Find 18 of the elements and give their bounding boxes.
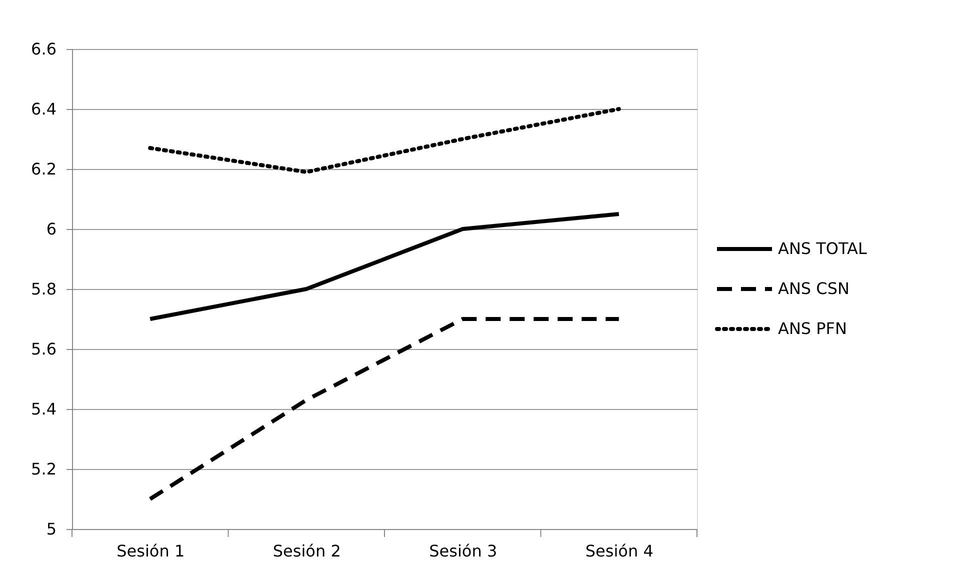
y-tick-label: 5.8	[31, 280, 56, 298]
line-series	[148, 107, 621, 174]
y-tick-label: 5.6	[31, 340, 56, 358]
x-tick-label: Sesión 3	[429, 542, 498, 560]
x-tick-label: Sesión 2	[272, 542, 341, 560]
line-series	[148, 212, 621, 321]
x-tick-label: Sesión 1	[116, 542, 185, 560]
y-tick-label: 6.6	[31, 40, 56, 58]
x-tick-label: Sesión 4	[585, 542, 654, 560]
y-tick-label: 6.4	[31, 100, 56, 118]
y-tick-label: 5.4	[31, 400, 56, 418]
y-tick-label: 6.2	[31, 160, 56, 178]
legend-label: ANS PFN	[778, 319, 847, 338]
legend-label: ANS TOTAL	[778, 239, 867, 258]
y-tick-label: 6	[46, 220, 56, 238]
y-tick-label: 5.2	[31, 460, 56, 478]
y-tick-label: 5	[46, 520, 56, 538]
legend-label: ANS CSN	[778, 279, 850, 298]
